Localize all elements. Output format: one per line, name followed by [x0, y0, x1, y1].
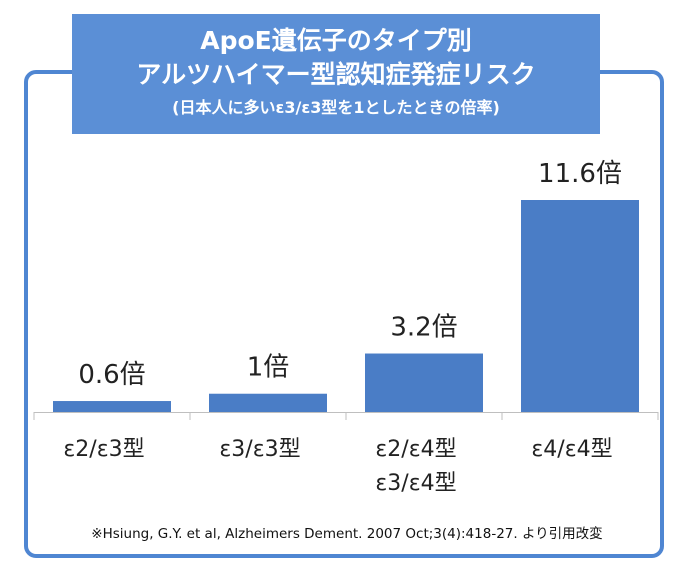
- data-label-3: 11.6倍: [538, 159, 622, 189]
- category-label-e3-e3: ε3/ε3型: [219, 437, 301, 462]
- bar-2: [365, 353, 483, 412]
- title-banner: ApoE遺伝子のタイプ別 アルツハイマー型認知症発症リスク (日本人に多いε3/…: [72, 14, 600, 134]
- source-citation: ※Hsiung, G.Y. et al, Alzheimers Dement. …: [91, 526, 603, 542]
- data-label-1: 1倍: [247, 353, 290, 383]
- data-label-2: 3.2倍: [390, 313, 457, 343]
- chart-title-line2: アルツハイマー型認知症発症リスク: [136, 60, 536, 89]
- data-label-0: 0.6倍: [78, 360, 145, 390]
- category-label-e2-e3: ε2/ε3型: [63, 437, 145, 462]
- chart-title-line1: ApoE遺伝子のタイプ別: [200, 26, 472, 55]
- bar-1: [209, 393, 327, 412]
- bar-3: [521, 200, 639, 412]
- bar-0: [53, 401, 171, 412]
- category-label-e4-e4: ε4/ε4型: [531, 437, 613, 462]
- chart-subtitle: (日本人に多いε3/ε3型を1としたときの倍率): [172, 98, 500, 117]
- category-label-e2-e4-e3-e4: ε2/ε4型 ε3/ε4型: [375, 437, 457, 496]
